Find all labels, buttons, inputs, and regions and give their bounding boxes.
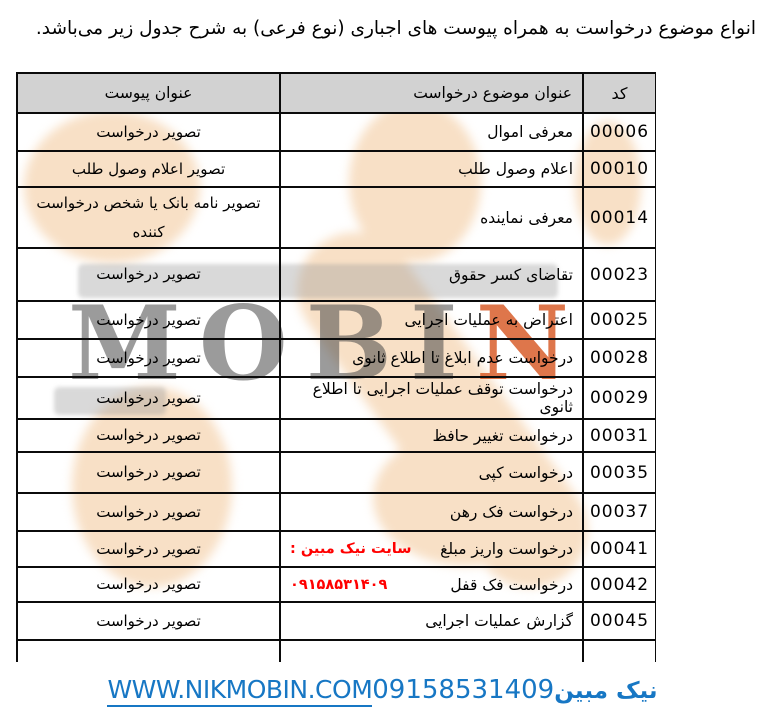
attachment-cell: تصویر درخواست — [16, 338, 281, 378]
table-row: 00006 معرفی اموال تصویر درخواست — [16, 112, 656, 152]
attachment-cell: تصویر درخواست — [16, 112, 281, 152]
subject-cell: درخواست کپی — [279, 451, 584, 494]
table-row: 00031 درخواست تغییر حافظ تصویر درخواست — [16, 418, 656, 453]
code-cell: 00041 — [582, 530, 656, 568]
table-row: 00042 درخواست فک قفل ۰۹۱۵۸۵۳۱۴۰۹ تصویر درخو… — [16, 566, 656, 603]
subject-cell: درخواست فک قفل ۰۹۱۵۸۵۳۱۴۰۹ — [279, 566, 584, 603]
empty-cell — [279, 639, 584, 662]
attachment-cell: تصویر درخواست — [16, 566, 281, 603]
subject-cell: درخواست عدم ابلاغ تا اطلاع ثانوی — [279, 338, 584, 378]
code-cell: 00023 — [582, 247, 656, 302]
code-cell: 00006 — [582, 112, 656, 152]
attachment-cell: تصویر درخواست — [16, 451, 281, 494]
table-row: 00014 معرفی نماینده تصویر نامه بانک یا شخص… — [16, 186, 656, 249]
subject-text: درخواست توقف عملیات اجرایی تا اطلاع ثانو… — [312, 380, 573, 416]
subject-text: معرفی اموال — [487, 123, 573, 141]
subject-text: درخواست فک رهن — [449, 503, 573, 521]
footer-phone: 09158531409 — [372, 675, 555, 705]
subject-cell: معرفی نماینده — [279, 186, 584, 249]
empty-cell — [582, 639, 656, 662]
subject-cell: گزارش عملیات اجرایی — [279, 601, 584, 641]
attachment-cell: تصویر درخواست — [16, 300, 281, 340]
code-cell: 00031 — [582, 418, 656, 453]
subject-text: درخواست کپی — [478, 463, 573, 482]
subject-cell: اعتراض به عملیات اجرایی — [279, 300, 584, 340]
request-types-table: کد عنوان موضوع درخواست عنوان پیوست 00006… — [16, 72, 656, 662]
subject-text: معرفی نماینده — [480, 208, 573, 227]
subject-text: اعتراض به عملیات اجرایی — [404, 311, 573, 329]
header-subject: عنوان موضوع درخواست — [279, 72, 584, 114]
code-cell: 00037 — [582, 492, 656, 532]
table-header-row: کد عنوان موضوع درخواست عنوان پیوست — [16, 72, 656, 114]
footer-url-link[interactable]: WWW.NIKMOBIN.COM — [107, 675, 373, 707]
footer-brand: نیک مبین — [554, 678, 658, 704]
table-row: 00037 درخواست فک رهن تصویر درخواست — [16, 492, 656, 532]
code-cell: 00025 — [582, 300, 656, 340]
footer: WWW.NIKMOBIN.COM نیک مبین09158531409 — [0, 675, 765, 707]
table-container: کد عنوان موضوع درخواست عنوان پیوست 00006… — [16, 72, 656, 673]
code-cell: 00014 — [582, 186, 656, 249]
header-code: کد — [582, 72, 656, 114]
subject-cell: درخواست توقف عملیات اجرایی تا اطلاع ثانو… — [279, 376, 584, 420]
code-cell: 00035 — [582, 451, 656, 494]
subject-cell: اعلام وصول طلب — [279, 150, 584, 188]
subject-cell: درخواست واریز مبلغ سایت نیک مبین : — [279, 530, 584, 568]
page-title: انواع موضوع درخواست به همراه پیوست های ا… — [35, 18, 756, 39]
code-cell: 00045 — [582, 601, 656, 641]
code-cell: 00029 — [582, 376, 656, 420]
attachment-cell: تصویر درخواست — [16, 601, 281, 641]
attachment-cell: تصویر درخواست — [16, 492, 281, 532]
red-note: سایت نیک مبین : — [290, 541, 412, 557]
attachment-cell: تصویر درخواست — [16, 247, 281, 302]
attachment-cell: تصویر درخواست — [16, 376, 281, 420]
red-note: ۰۹۱۵۸۵۳۱۴۰۹ — [290, 576, 388, 593]
subject-cell: درخواست فک رهن — [279, 492, 584, 532]
table-row: 00029 درخواست توقف عملیات اجرایی تا اطلاع… — [16, 376, 656, 420]
table-row-partial — [16, 639, 656, 662]
subject-text: درخواست فک قفل — [450, 575, 573, 594]
subject-text: تقاضای کسر حقوق — [449, 265, 573, 284]
attachment-cell: تصویر درخواست — [16, 418, 281, 453]
attachment-cell: تصویر نامه بانک یا شخص درخواست کننده — [16, 186, 281, 249]
subject-text: گزارش عملیات اجرایی — [425, 612, 573, 630]
table-row: 00045 گزارش عملیات اجرایی تصویر درخواست — [16, 601, 656, 641]
table-row: 00023 تقاضای کسر حقوق تصویر درخواست — [16, 247, 656, 302]
code-cell: 00042 — [582, 566, 656, 603]
subject-text: درخواست عدم ابلاغ تا اطلاع ثانوی — [352, 349, 573, 367]
subject-cell: درخواست تغییر حافظ — [279, 418, 584, 453]
subject-cell: معرفی اموال — [279, 112, 584, 152]
table-row: 00028 درخواست عدم ابلاغ تا اطلاع ثانوی تصو… — [16, 338, 656, 378]
empty-cell — [16, 639, 281, 662]
attachment-cell: تصویر اعلام وصول طلب — [16, 150, 281, 188]
subject-cell: تقاضای کسر حقوق — [279, 247, 584, 302]
subject-text: درخواست واریز مبلغ — [440, 540, 573, 558]
code-cell: 00010 — [582, 150, 656, 188]
subject-text: درخواست تغییر حافظ — [432, 426, 573, 445]
table-row: 00010 اعلام وصول طلب تصویر اعلام وصول طلب — [16, 150, 656, 188]
table-row: 00025 اعتراض به عملیات اجرایی تصویر درخواس… — [16, 300, 656, 340]
code-cell: 00028 — [582, 338, 656, 378]
table-row: 00035 درخواست کپی تصویر درخواست — [16, 451, 656, 494]
subject-text: اعلام وصول طلب — [458, 160, 573, 178]
attachment-cell: تصویر درخواست — [16, 530, 281, 568]
table-row: 00041 درخواست واریز مبلغ سایت نیک مبین : تص… — [16, 530, 656, 568]
header-attachment: عنوان پیوست — [16, 72, 281, 114]
